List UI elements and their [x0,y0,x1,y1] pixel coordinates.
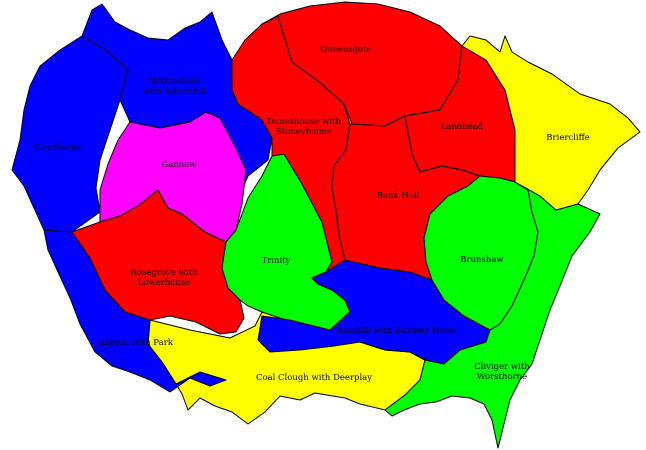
ward-label-hapton: Hapton with Park [97,338,174,348]
ward-label-whittlefield: Whittlefield with Ightenhill [143,77,207,97]
ward-label-lanehead: Lanehead [441,122,484,132]
ward-label-rosehill: Rosehill with Burnley Wood [336,326,456,336]
ward-label-gawthorpe: Gawthorpe [34,143,82,153]
ward-label-gannow: Gannow [161,160,197,170]
ward-label-brunshaw: Brunshaw [460,255,504,265]
ward-label-cliviger: Cliviger with Worsthorne [474,362,530,382]
ward-cliviger[interactable] [384,181,601,449]
ward-label-rosegrove: Rosegrove with Lowerhouse [131,268,198,288]
ward-label-bank-hall: Bank Hall [377,191,420,201]
ward-label-coal-clough: Coal Clough with Deerplay [256,373,372,383]
ward-label-queensgate: Queensgate [320,45,371,55]
ward-label-daneshouse: Daneshouse with Stoneyholme [267,117,341,137]
ward-label-trinity: Trinity [262,256,291,266]
ward-briercliffe[interactable] [461,35,641,211]
ward-label-briercliffe: Briercliffe [546,133,589,143]
ward-labels: Queensgate Daneshouse with Stoneyholme Lane… [34,45,590,383]
